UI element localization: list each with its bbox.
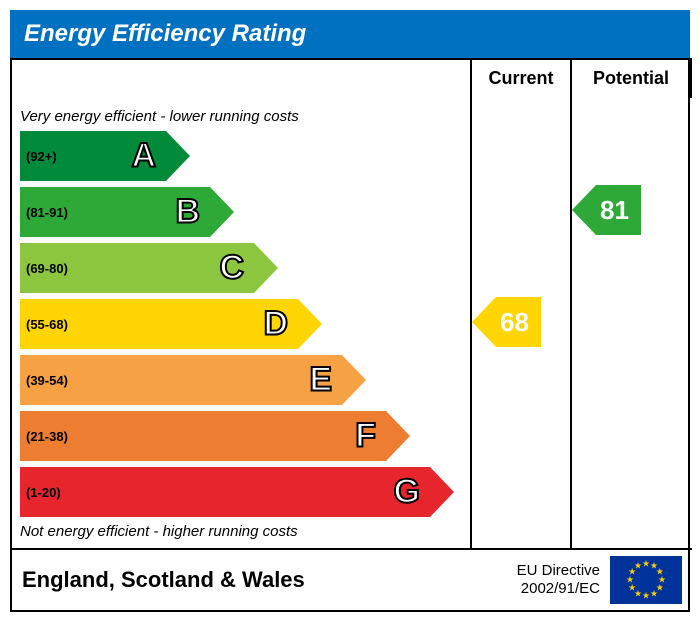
band-arrow-icon bbox=[430, 467, 454, 517]
band-letter: G bbox=[394, 473, 420, 512]
band-g: (1-20) G bbox=[20, 467, 462, 517]
band-arrow-icon bbox=[166, 131, 190, 181]
bands-area: Very energy efficient - lower running co… bbox=[12, 98, 472, 548]
band-bar: (69-80) C bbox=[20, 243, 254, 293]
band-arrow-icon bbox=[386, 411, 410, 461]
directive-line1: EU Directive bbox=[517, 562, 600, 579]
band-letter: C bbox=[219, 249, 244, 288]
band-letter: F bbox=[355, 417, 376, 456]
band-arrow-icon bbox=[298, 299, 322, 349]
band-letter: B bbox=[175, 193, 200, 232]
pointer-arrow-icon bbox=[472, 297, 496, 347]
band-bar: (1-20) G bbox=[20, 467, 430, 517]
eu-star-icon: ★ bbox=[642, 559, 650, 570]
header-blank bbox=[12, 58, 472, 98]
band-bar: (92+) A bbox=[20, 131, 166, 181]
band-bar: (81-91) B bbox=[20, 187, 210, 237]
band-arrow-icon bbox=[342, 355, 366, 405]
band-range: (92+) bbox=[20, 149, 57, 164]
epc-chart: Energy Efficiency Rating Current Potenti… bbox=[10, 10, 690, 612]
band-e: (39-54) E bbox=[20, 355, 462, 405]
band-range: (69-80) bbox=[20, 261, 68, 276]
title-bar: Energy Efficiency Rating bbox=[10, 10, 690, 58]
band-bar: (39-54) E bbox=[20, 355, 342, 405]
band-bar: (55-68) D bbox=[20, 299, 298, 349]
grid: Current Potential Very energy efficient … bbox=[10, 58, 690, 612]
band-range: (81-91) bbox=[20, 205, 68, 220]
directive-line2: 2002/91/EC bbox=[521, 580, 600, 597]
band-range: (39-54) bbox=[20, 373, 68, 388]
band-range: (55-68) bbox=[20, 317, 68, 332]
potential-value: 81 bbox=[596, 185, 641, 235]
current-value: 68 bbox=[496, 297, 541, 347]
band-b: (81-91) B bbox=[20, 187, 462, 237]
potential-column: 81 bbox=[572, 98, 692, 548]
band-letter: E bbox=[309, 361, 332, 400]
footer-region: England, Scotland & Wales bbox=[22, 567, 507, 593]
current-column: 68 bbox=[472, 98, 572, 548]
current-pointer: 68 bbox=[472, 297, 541, 347]
header-current: Current bbox=[472, 58, 572, 98]
band-letter: D bbox=[263, 305, 288, 344]
eu-star-icon: ★ bbox=[634, 561, 642, 572]
band-c: (69-80) C bbox=[20, 243, 462, 293]
band-d: (55-68) D bbox=[20, 299, 462, 349]
eu-star-icon: ★ bbox=[642, 591, 650, 602]
header-potential: Potential bbox=[572, 58, 692, 98]
potential-pointer: 81 bbox=[572, 185, 641, 235]
band-letter: A bbox=[131, 137, 156, 176]
top-note: Very energy efficient - lower running co… bbox=[20, 108, 462, 125]
band-bar: (21-38) F bbox=[20, 411, 386, 461]
band-a: (92+) A bbox=[20, 131, 462, 181]
footer: England, Scotland & Wales EU Directive 2… bbox=[12, 548, 692, 610]
band-arrow-icon bbox=[210, 187, 234, 237]
band-range: (1-20) bbox=[20, 485, 61, 500]
eu-star-icon: ★ bbox=[650, 588, 658, 599]
bottom-note: Not energy efficient - higher running co… bbox=[20, 523, 462, 540]
band-range: (21-38) bbox=[20, 429, 68, 444]
bands-container: (92+) A (81-91) B (69-80) C (55-68) D (39-54) E (2… bbox=[20, 131, 462, 517]
band-arrow-icon bbox=[254, 243, 278, 293]
footer-directive: EU Directive 2002/91/EC bbox=[517, 562, 600, 598]
band-f: (21-38) F bbox=[20, 411, 462, 461]
pointer-arrow-icon bbox=[572, 185, 596, 235]
eu-flag-icon: ★★★★★★★★★★★★ bbox=[610, 556, 682, 604]
title-text: Energy Efficiency Rating bbox=[24, 20, 306, 47]
